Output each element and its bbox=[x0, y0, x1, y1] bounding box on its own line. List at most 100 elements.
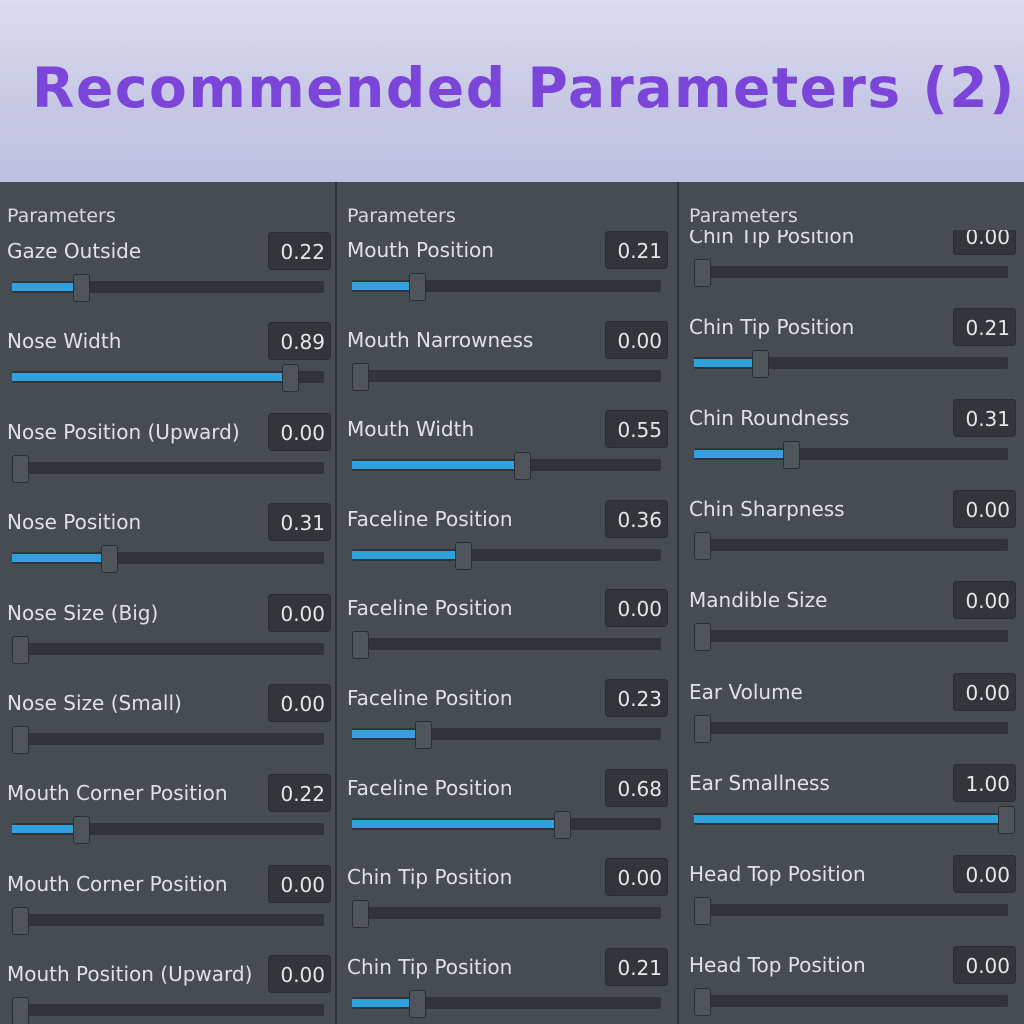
slider-thumb[interactable] bbox=[694, 987, 711, 1016]
parameter-slider[interactable] bbox=[694, 714, 1008, 743]
slider-thumb[interactable] bbox=[694, 259, 711, 287]
parameter-slider[interactable] bbox=[694, 805, 1015, 834]
parameter-value-field[interactable]: 0.31 bbox=[953, 399, 1016, 438]
parameter-slider[interactable] bbox=[694, 350, 1008, 379]
parameter-value-field[interactable]: 0.22 bbox=[268, 232, 331, 270]
parameter-value: 0.22 bbox=[280, 240, 325, 264]
parameter-value-field[interactable]: 0.22 bbox=[268, 774, 331, 813]
parameter-value-field[interactable]: 0.00 bbox=[268, 412, 331, 451]
parameter-value-field[interactable]: 0.00 bbox=[268, 955, 331, 994]
slider-thumb[interactable] bbox=[12, 906, 29, 935]
parameter-value-field[interactable]: 0.00 bbox=[268, 864, 331, 903]
parameter-label: Mouth Width bbox=[347, 417, 475, 442]
slider-thumb[interactable] bbox=[352, 900, 369, 929]
slider-thumb[interactable] bbox=[100, 545, 118, 574]
slider-thumb[interactable] bbox=[998, 805, 1015, 834]
panel-header-label: Parameters bbox=[7, 205, 116, 227]
parameter-slider[interactable] bbox=[694, 623, 1008, 652]
parameter-slider[interactable] bbox=[12, 997, 324, 1024]
slider-thumb[interactable] bbox=[12, 726, 29, 754]
parameter-slider[interactable] bbox=[12, 274, 324, 302]
parameter-value-field[interactable]: 0.68 bbox=[605, 768, 668, 807]
parameter-value-field[interactable]: 1.00 bbox=[953, 763, 1016, 802]
slider-thumb[interactable] bbox=[352, 362, 369, 391]
slider-thumb[interactable] bbox=[12, 997, 29, 1024]
parameter-slider[interactable] bbox=[352, 721, 661, 749]
parameter-slider[interactable] bbox=[352, 541, 661, 570]
slider-thumb[interactable] bbox=[72, 816, 90, 845]
parameter-value-field[interactable]: 0.21 bbox=[605, 231, 668, 269]
parameter-value-field[interactable]: 0.00 bbox=[605, 589, 668, 628]
parameter-slider[interactable] bbox=[352, 631, 661, 660]
parameter-value: 0.00 bbox=[280, 963, 325, 988]
parameter-value: 0.23 bbox=[617, 687, 662, 711]
slider-thumb[interactable] bbox=[352, 631, 369, 660]
slider-thumb[interactable] bbox=[694, 714, 711, 743]
parameter-value-field[interactable]: 0.00 bbox=[268, 593, 331, 632]
parameter-value-field[interactable]: 0.00 bbox=[953, 672, 1016, 711]
parameter-value-field[interactable]: 0.55 bbox=[605, 410, 668, 449]
parameter-slider[interactable] bbox=[694, 259, 1008, 287]
parameter-slider[interactable] bbox=[352, 362, 661, 391]
slider-thumb[interactable] bbox=[694, 623, 711, 652]
slider-thumb[interactable] bbox=[751, 350, 769, 379]
slider-thumb[interactable] bbox=[408, 989, 426, 1018]
parameter-row: Faceline Position 0.68 bbox=[337, 768, 677, 869]
parameter-slider[interactable] bbox=[12, 635, 324, 664]
parameter-slider[interactable] bbox=[352, 452, 661, 481]
parameter-row: Head Top Position 0.00 bbox=[679, 854, 1024, 955]
slider-thumb[interactable] bbox=[281, 364, 299, 393]
slider-thumb[interactable] bbox=[783, 441, 801, 470]
parameter-row: Mouth Position (Upward) 0.00 bbox=[0, 955, 335, 1024]
slider-fill bbox=[12, 554, 109, 563]
parameter-slider[interactable] bbox=[694, 532, 1008, 561]
slider-thumb[interactable] bbox=[513, 452, 531, 481]
parameter-slider[interactable] bbox=[694, 987, 1008, 1016]
slider-thumb[interactable] bbox=[12, 454, 29, 483]
parameter-slider[interactable] bbox=[352, 900, 661, 929]
parameter-slider[interactable] bbox=[694, 896, 1008, 925]
parameter-slider[interactable] bbox=[352, 810, 661, 839]
parameter-value-field[interactable]: 0.00 bbox=[268, 684, 331, 722]
parameter-slider[interactable] bbox=[12, 906, 324, 935]
parameter-slider[interactable] bbox=[352, 989, 661, 1018]
slider-thumb[interactable] bbox=[12, 635, 29, 664]
slider-thumb[interactable] bbox=[408, 273, 426, 301]
parameter-value-field[interactable]: 0.23 bbox=[605, 679, 668, 717]
parameter-value-field[interactable]: 0.00 bbox=[953, 854, 1016, 893]
parameter-value-field[interactable]: 0.21 bbox=[605, 947, 668, 986]
panel-header-label: Parameters bbox=[689, 205, 798, 227]
slider-fill bbox=[352, 730, 424, 738]
parameter-value-field[interactable]: 0.00 bbox=[605, 858, 668, 897]
parameter-value-field[interactable]: 0.36 bbox=[605, 499, 668, 538]
parameter-row: Ear Volume 0.00 bbox=[679, 672, 1024, 773]
parameter-slider[interactable] bbox=[12, 545, 324, 574]
parameter-slider[interactable] bbox=[352, 273, 661, 301]
parameter-label: Faceline Position bbox=[347, 775, 513, 800]
parameter-value-field[interactable]: 0.89 bbox=[268, 322, 331, 361]
parameter-slider[interactable] bbox=[12, 364, 324, 393]
parameter-value: 1.00 bbox=[965, 771, 1010, 796]
parameter-slider[interactable] bbox=[12, 454, 324, 483]
parameter-value: 0.00 bbox=[617, 597, 662, 622]
parameter-slider[interactable] bbox=[12, 726, 324, 754]
parameter-slider[interactable] bbox=[12, 816, 324, 845]
parameter-value-field[interactable]: 0.00 bbox=[953, 945, 1016, 984]
parameter-row: Gaze Outside 0.22 bbox=[0, 232, 335, 332]
slider-thumb[interactable] bbox=[694, 532, 711, 561]
parameter-value-field[interactable]: 0.00 bbox=[605, 320, 668, 359]
parameter-slider[interactable] bbox=[694, 441, 1008, 470]
slider-thumb[interactable] bbox=[694, 896, 711, 925]
parameter-value-field[interactable]: 0.00 bbox=[953, 490, 1016, 529]
slider-thumb[interactable] bbox=[554, 810, 572, 839]
parameter-label: Nose Position (Upward) bbox=[7, 419, 240, 444]
parameter-value-field[interactable]: 0.31 bbox=[268, 503, 331, 542]
slider-thumb[interactable] bbox=[415, 721, 433, 749]
slider-thumb[interactable] bbox=[455, 541, 473, 570]
parameter-row: Ear Smallness 1.00 bbox=[679, 763, 1024, 864]
parameter-value-field[interactable]: 0.21 bbox=[953, 308, 1016, 347]
slider-thumb[interactable] bbox=[72, 274, 90, 302]
parameter-row: Chin Roundness 0.31 bbox=[679, 399, 1024, 499]
parameter-label: Chin Tip Position bbox=[347, 865, 513, 890]
parameter-value-field[interactable]: 0.00 bbox=[953, 581, 1016, 620]
